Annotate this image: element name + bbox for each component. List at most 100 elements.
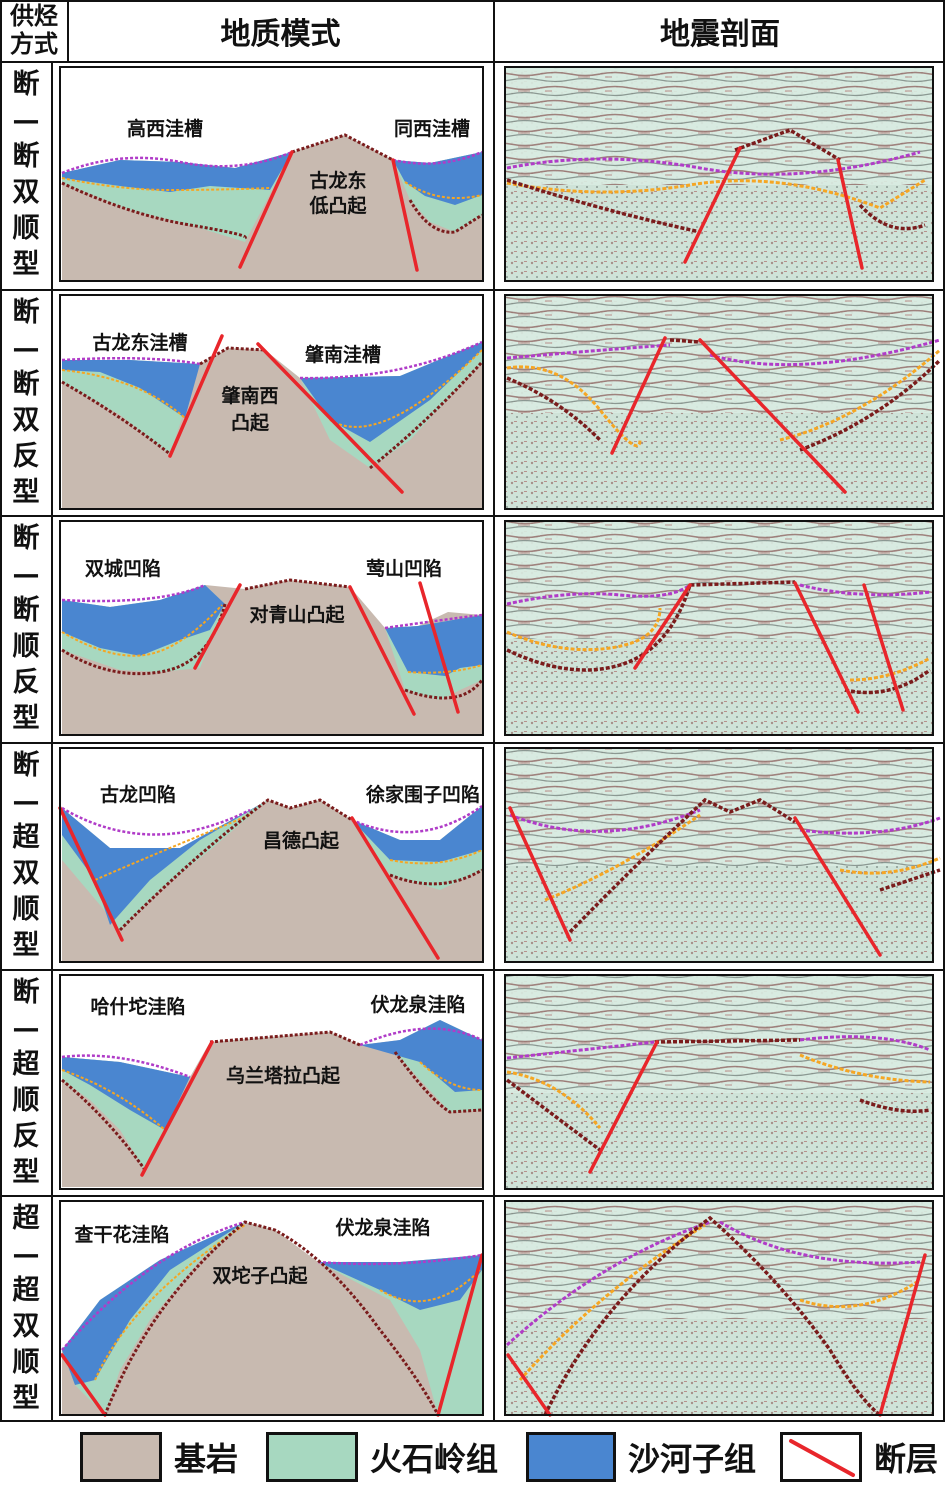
row-type-char: — bbox=[12, 105, 40, 136]
row-type-label: 断 — 超双顺型 bbox=[0, 743, 52, 969]
geo-label: 乌兰塔拉凸起 bbox=[225, 1065, 340, 1087]
row-type-char: 型 bbox=[12, 930, 40, 961]
geo-panel-border bbox=[59, 520, 484, 736]
shahezi-area bbox=[62, 342, 482, 442]
seismic-top-shahezi bbox=[506, 150, 921, 176]
row-type-char: 断 bbox=[12, 69, 40, 100]
seismic-reflectors bbox=[505, 521, 933, 639]
top-huoshiling-line bbox=[61, 177, 483, 200]
geo-label: 徐家围子凹陷 bbox=[365, 784, 480, 806]
geo-panel-border bbox=[59, 1200, 484, 1416]
table-border bbox=[0, 0, 945, 1422]
row-type-char: 顺 bbox=[12, 213, 40, 244]
seismic-basement-top bbox=[506, 580, 932, 695]
top-shahezi-line bbox=[61, 150, 483, 175]
shahezi-area bbox=[62, 585, 482, 676]
top-huoshiling-line bbox=[61, 604, 483, 674]
seismic-top-huoshiling bbox=[544, 813, 941, 902]
geo-label: 昌德凸起 bbox=[262, 830, 339, 852]
shahezi-area bbox=[62, 1222, 482, 1385]
top-shahezi-line bbox=[61, 340, 483, 380]
seismic-top-shahezi bbox=[505, 1220, 921, 1347]
legend-swatch bbox=[526, 1432, 616, 1482]
row-type-char: — bbox=[12, 559, 40, 590]
basement-top-line bbox=[118, 798, 483, 932]
fault-line bbox=[168, 334, 224, 458]
row-type-char: 顺 bbox=[12, 894, 40, 925]
seismic-reflectors bbox=[505, 295, 933, 413]
seismic-fault bbox=[862, 583, 905, 712]
row-type-char: — bbox=[12, 333, 40, 364]
header-corner-line1: 供烃 bbox=[10, 2, 58, 30]
fault-line bbox=[418, 581, 460, 714]
row-type-char: 型 bbox=[12, 1157, 40, 1188]
row-type-char: 断 bbox=[12, 297, 40, 328]
row-type-char: 超 bbox=[12, 822, 40, 853]
seismic-fault bbox=[836, 158, 864, 270]
row-type-label: 超 — 超双顺型 bbox=[0, 1196, 52, 1422]
seismic-reflectors bbox=[505, 975, 933, 1093]
geo-label: 高西洼槽 bbox=[126, 118, 203, 140]
geo-label: 低凸起 bbox=[309, 195, 367, 217]
geo-label: 伏龙泉洼陷 bbox=[335, 1217, 431, 1239]
legend-fault-swatch bbox=[780, 1432, 862, 1482]
seismic-top-shahezi bbox=[509, 808, 941, 835]
row-type-char: 双 bbox=[12, 1311, 40, 1342]
seismic-panel-border bbox=[504, 974, 934, 1190]
legend-label: 沙河子组 bbox=[628, 1440, 757, 1478]
geo-label: 莺山凹陷 bbox=[365, 558, 442, 580]
geo-label: 肇南西 bbox=[221, 385, 279, 407]
row-type-char: 反 bbox=[12, 667, 40, 698]
row-type-char: 断 bbox=[12, 750, 40, 781]
legend-label: 火石岭组 bbox=[370, 1440, 499, 1478]
geo-label: 同西洼槽 bbox=[393, 118, 470, 140]
seismic-fault bbox=[508, 806, 572, 942]
geo-label: 古龙东洼槽 bbox=[92, 332, 188, 354]
shahezi-area bbox=[62, 152, 482, 205]
row-type-char: 断 bbox=[12, 977, 40, 1008]
seismic-top-huoshiling bbox=[506, 178, 926, 210]
fault-line bbox=[348, 585, 416, 716]
row-type-char: 双 bbox=[12, 177, 40, 208]
geo-label: 查干花洼陷 bbox=[74, 1224, 170, 1246]
top-shahezi-line bbox=[61, 1220, 483, 1351]
shahezi-area bbox=[62, 1020, 482, 1130]
top-huoshiling-line bbox=[61, 349, 483, 428]
basement-top-line bbox=[61, 1030, 483, 1171]
seismic-top-shahezi bbox=[506, 583, 931, 606]
seismic-fault bbox=[793, 581, 860, 714]
legend-item: 基岩 bbox=[80, 1432, 238, 1482]
row-type-char: 反 bbox=[12, 441, 40, 472]
fault-line bbox=[193, 583, 242, 670]
seismic-fault bbox=[698, 338, 847, 494]
seismic-top-huoshiling bbox=[506, 348, 941, 448]
top-shahezi-line bbox=[61, 804, 483, 836]
top-huoshiling-line bbox=[94, 814, 483, 881]
row-type-char: 顺 bbox=[12, 1085, 40, 1116]
legend-item: 火石岭组 bbox=[266, 1432, 498, 1482]
geo-label: 哈什坨洼陷 bbox=[90, 996, 186, 1018]
header-corner-line2: 方式 bbox=[10, 30, 58, 58]
row-type-char: 超 bbox=[12, 1275, 40, 1306]
row-type-label: 断 — 断双反型 bbox=[0, 290, 52, 516]
legend-label: 断层 bbox=[874, 1440, 939, 1478]
row-type-char: 双 bbox=[12, 858, 40, 889]
row-type-char: 顺 bbox=[12, 631, 40, 662]
fault-icon bbox=[789, 1439, 855, 1477]
row-type-char: — bbox=[12, 786, 40, 817]
seismic-top-huoshiling bbox=[518, 1223, 921, 1381]
seismic-basement-top bbox=[506, 128, 926, 234]
geo-label: 古龙东 bbox=[309, 170, 367, 192]
seismic-fault bbox=[683, 146, 742, 264]
fault-line bbox=[140, 1040, 214, 1177]
fault-line bbox=[436, 1253, 484, 1417]
row-type-char: 超 bbox=[12, 1049, 40, 1080]
basement-top-line bbox=[61, 133, 483, 240]
geo-label: 古龙凹陷 bbox=[99, 784, 176, 806]
top-huoshiling-line bbox=[61, 1061, 483, 1131]
basement-top-line bbox=[103, 1220, 440, 1416]
row-type-label: 断 — 超顺反型 bbox=[0, 970, 52, 1196]
row-type-char: — bbox=[12, 1013, 40, 1044]
row-type-char: 断 bbox=[12, 523, 40, 554]
row-type-label: 断 — 断双顺型 bbox=[0, 62, 52, 288]
